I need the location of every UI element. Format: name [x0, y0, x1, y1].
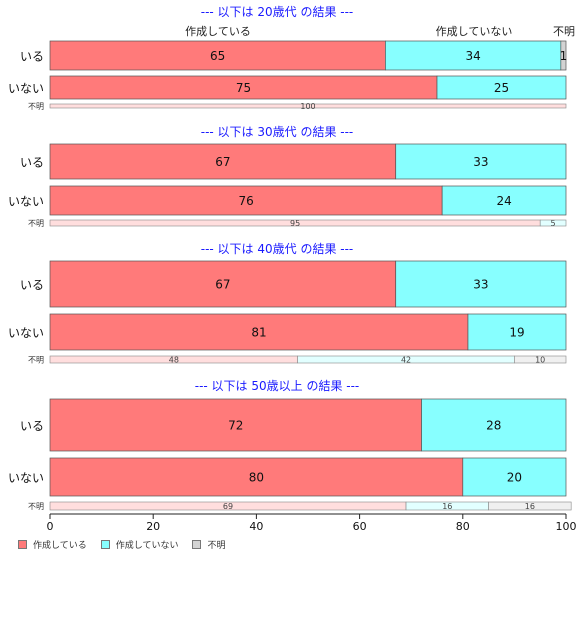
data-label-made: 67 — [215, 155, 230, 169]
row-label: いる — [20, 156, 44, 170]
row-label: いる — [20, 278, 44, 292]
row-label: いない — [8, 82, 44, 96]
legend-swatch-unknown — [192, 540, 202, 549]
unknown-segment-made — [49, 103, 567, 109]
bar-segment-made — [49, 313, 469, 351]
data-label-made: 65 — [210, 49, 225, 63]
x-tick-label: 60 — [353, 520, 367, 533]
unknown-data-label-unknown: 10 — [535, 356, 545, 365]
row-label: いない — [8, 195, 44, 209]
group-title: --- 以下は 40歳代 の結果 --- — [201, 242, 354, 256]
data-label-made: 76 — [238, 194, 253, 208]
bar-segment-made — [49, 40, 386, 71]
bar-segment-made — [49, 398, 422, 452]
data-label-made: 75 — [236, 81, 251, 95]
bar-segment-not-made — [395, 143, 567, 180]
chart-legend: 作成している 作成していない 不明 — [18, 538, 239, 551]
data-label-made: 67 — [215, 278, 230, 292]
unknown-data-label-not-made: 5 — [551, 219, 556, 228]
legend-item-made: 作成している — [18, 538, 87, 551]
bar-segment-made — [49, 260, 397, 308]
bar-segment-not-made — [436, 75, 567, 100]
legend-item-not-made: 作成していない — [100, 538, 179, 551]
row-label-unknown: 不明 — [28, 356, 44, 365]
bar-segment-not-made — [462, 457, 567, 497]
data-label-made: 81 — [251, 326, 266, 340]
row-label: いる — [20, 50, 44, 64]
unknown-segment-unknown — [514, 355, 567, 364]
header-label-unknown: 不明 — [553, 25, 575, 38]
unknown-data-label-made: 48 — [169, 356, 179, 365]
unknown-segment-unknown — [488, 501, 572, 511]
group-title: --- 以下は 30歳代 の結果 --- — [201, 125, 354, 139]
row-label-unknown: 不明 — [28, 502, 44, 511]
row-label: いない — [8, 471, 44, 485]
bar-segment-not-made — [441, 185, 567, 216]
x-tick-label: 80 — [456, 520, 470, 533]
bar-segment-unknown — [560, 40, 567, 71]
row-label-unknown: 不明 — [28, 219, 44, 228]
unknown-data-label-made: 95 — [290, 219, 300, 228]
header-label-made: 作成している — [185, 25, 251, 38]
unknown-data-label-unknown: 16 — [525, 502, 535, 511]
legend-label-unknown: 不明 — [207, 541, 226, 551]
x-tick-label: 100 — [556, 520, 577, 533]
header-label-not-made: 作成していない — [436, 25, 513, 38]
group-title: --- 以下は 20歳代 の結果 --- — [201, 5, 354, 19]
unknown-data-label-not-made: 16 — [442, 502, 452, 511]
bar-segment-made — [49, 457, 464, 497]
data-label-not-made: 34 — [465, 49, 480, 63]
legend-label-made: 作成している — [33, 541, 87, 551]
bar-segment-not-made — [385, 40, 562, 71]
unknown-segment-not-made — [539, 219, 567, 227]
row-label: いる — [20, 419, 44, 433]
legend-item-unknown: 不明 — [192, 538, 225, 551]
data-label-not-made: 19 — [509, 326, 524, 340]
data-label-made: 80 — [249, 471, 264, 485]
bar-segment-not-made — [395, 260, 567, 308]
data-label-unknown: 1 — [560, 49, 568, 63]
bar-segment-not-made — [421, 398, 567, 452]
data-label-not-made: 24 — [496, 194, 511, 208]
data-label-not-made: 25 — [494, 81, 509, 95]
x-tick-label: 40 — [249, 520, 263, 533]
x-tick-label: 20 — [146, 520, 160, 533]
data-label-not-made: 28 — [486, 419, 501, 433]
data-label-not-made: 33 — [473, 155, 488, 169]
row-label-unknown: 不明 — [28, 102, 44, 111]
bar-segment-made — [49, 143, 397, 180]
row-label: いない — [8, 326, 44, 340]
legend-label-not-made: 作成していない — [115, 541, 179, 551]
unknown-data-label-made: 69 — [223, 502, 233, 511]
data-label-not-made: 33 — [473, 278, 488, 292]
x-tick-label: 0 — [47, 520, 54, 533]
unknown-data-label-made: 100 — [300, 102, 315, 111]
legend-swatch-made — [18, 540, 27, 549]
data-label-made: 72 — [228, 419, 243, 433]
data-label-not-made: 20 — [507, 471, 522, 485]
bar-segment-not-made — [467, 313, 567, 351]
group-title: --- 以下は 50歳以上 の結果 --- — [195, 379, 360, 393]
legend-swatch-not-made — [100, 540, 110, 549]
unknown-data-label-not-made: 42 — [401, 356, 411, 365]
